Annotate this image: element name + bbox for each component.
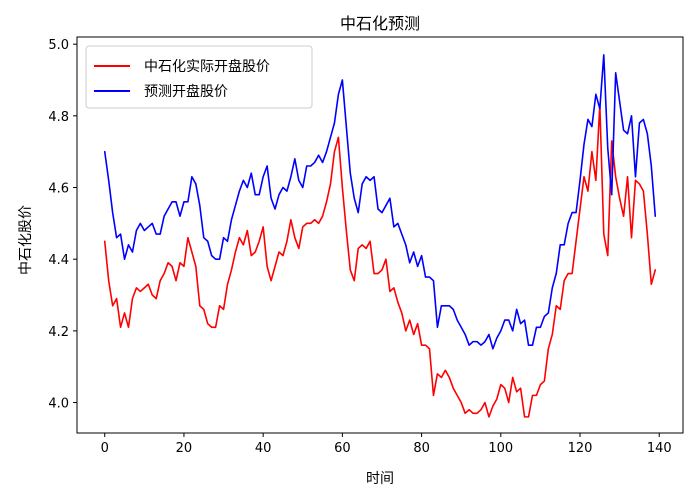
chart-title: 中石化预测	[340, 14, 420, 33]
x-tick-label: 120	[568, 441, 593, 456]
y-axis-label: 中石化股价	[18, 205, 34, 275]
y-tick-label: 4.6	[48, 182, 69, 197]
legend-box	[85, 45, 313, 109]
y-tick-label: 4.2	[48, 325, 69, 340]
y-tick-label: 4.0	[48, 397, 69, 412]
x-tick-label: 100	[488, 441, 513, 456]
x-tick-label: 140	[647, 441, 672, 456]
y-tick-label: 4.8	[48, 110, 69, 125]
legend: 中石化实际开盘股价 预测开盘股价	[85, 45, 313, 109]
x-tick-label: 80	[413, 441, 430, 456]
y-tick-label: 5.0	[48, 38, 69, 53]
x-tick-label: 60	[334, 441, 351, 456]
legend-label-predicted: 预测开盘股价	[144, 83, 228, 100]
x-axis-label: 时间	[366, 471, 394, 487]
x-tick-label: 20	[176, 441, 193, 456]
x-tick-label: 0	[101, 441, 109, 456]
legend-label-actual: 中石化实际开盘股价	[144, 58, 270, 75]
plot-area: 0 20 40 60 80 100 120 140 4.0 4.2 4.4 4.6 4.8 5.0	[48, 38, 671, 456]
series-line-predicted	[103, 54, 657, 350]
x-tick-label: 40	[255, 441, 272, 456]
plot-frame	[76, 36, 684, 434]
series-line-actual	[103, 104, 657, 418]
y-tick-label: 4.4	[48, 253, 69, 268]
